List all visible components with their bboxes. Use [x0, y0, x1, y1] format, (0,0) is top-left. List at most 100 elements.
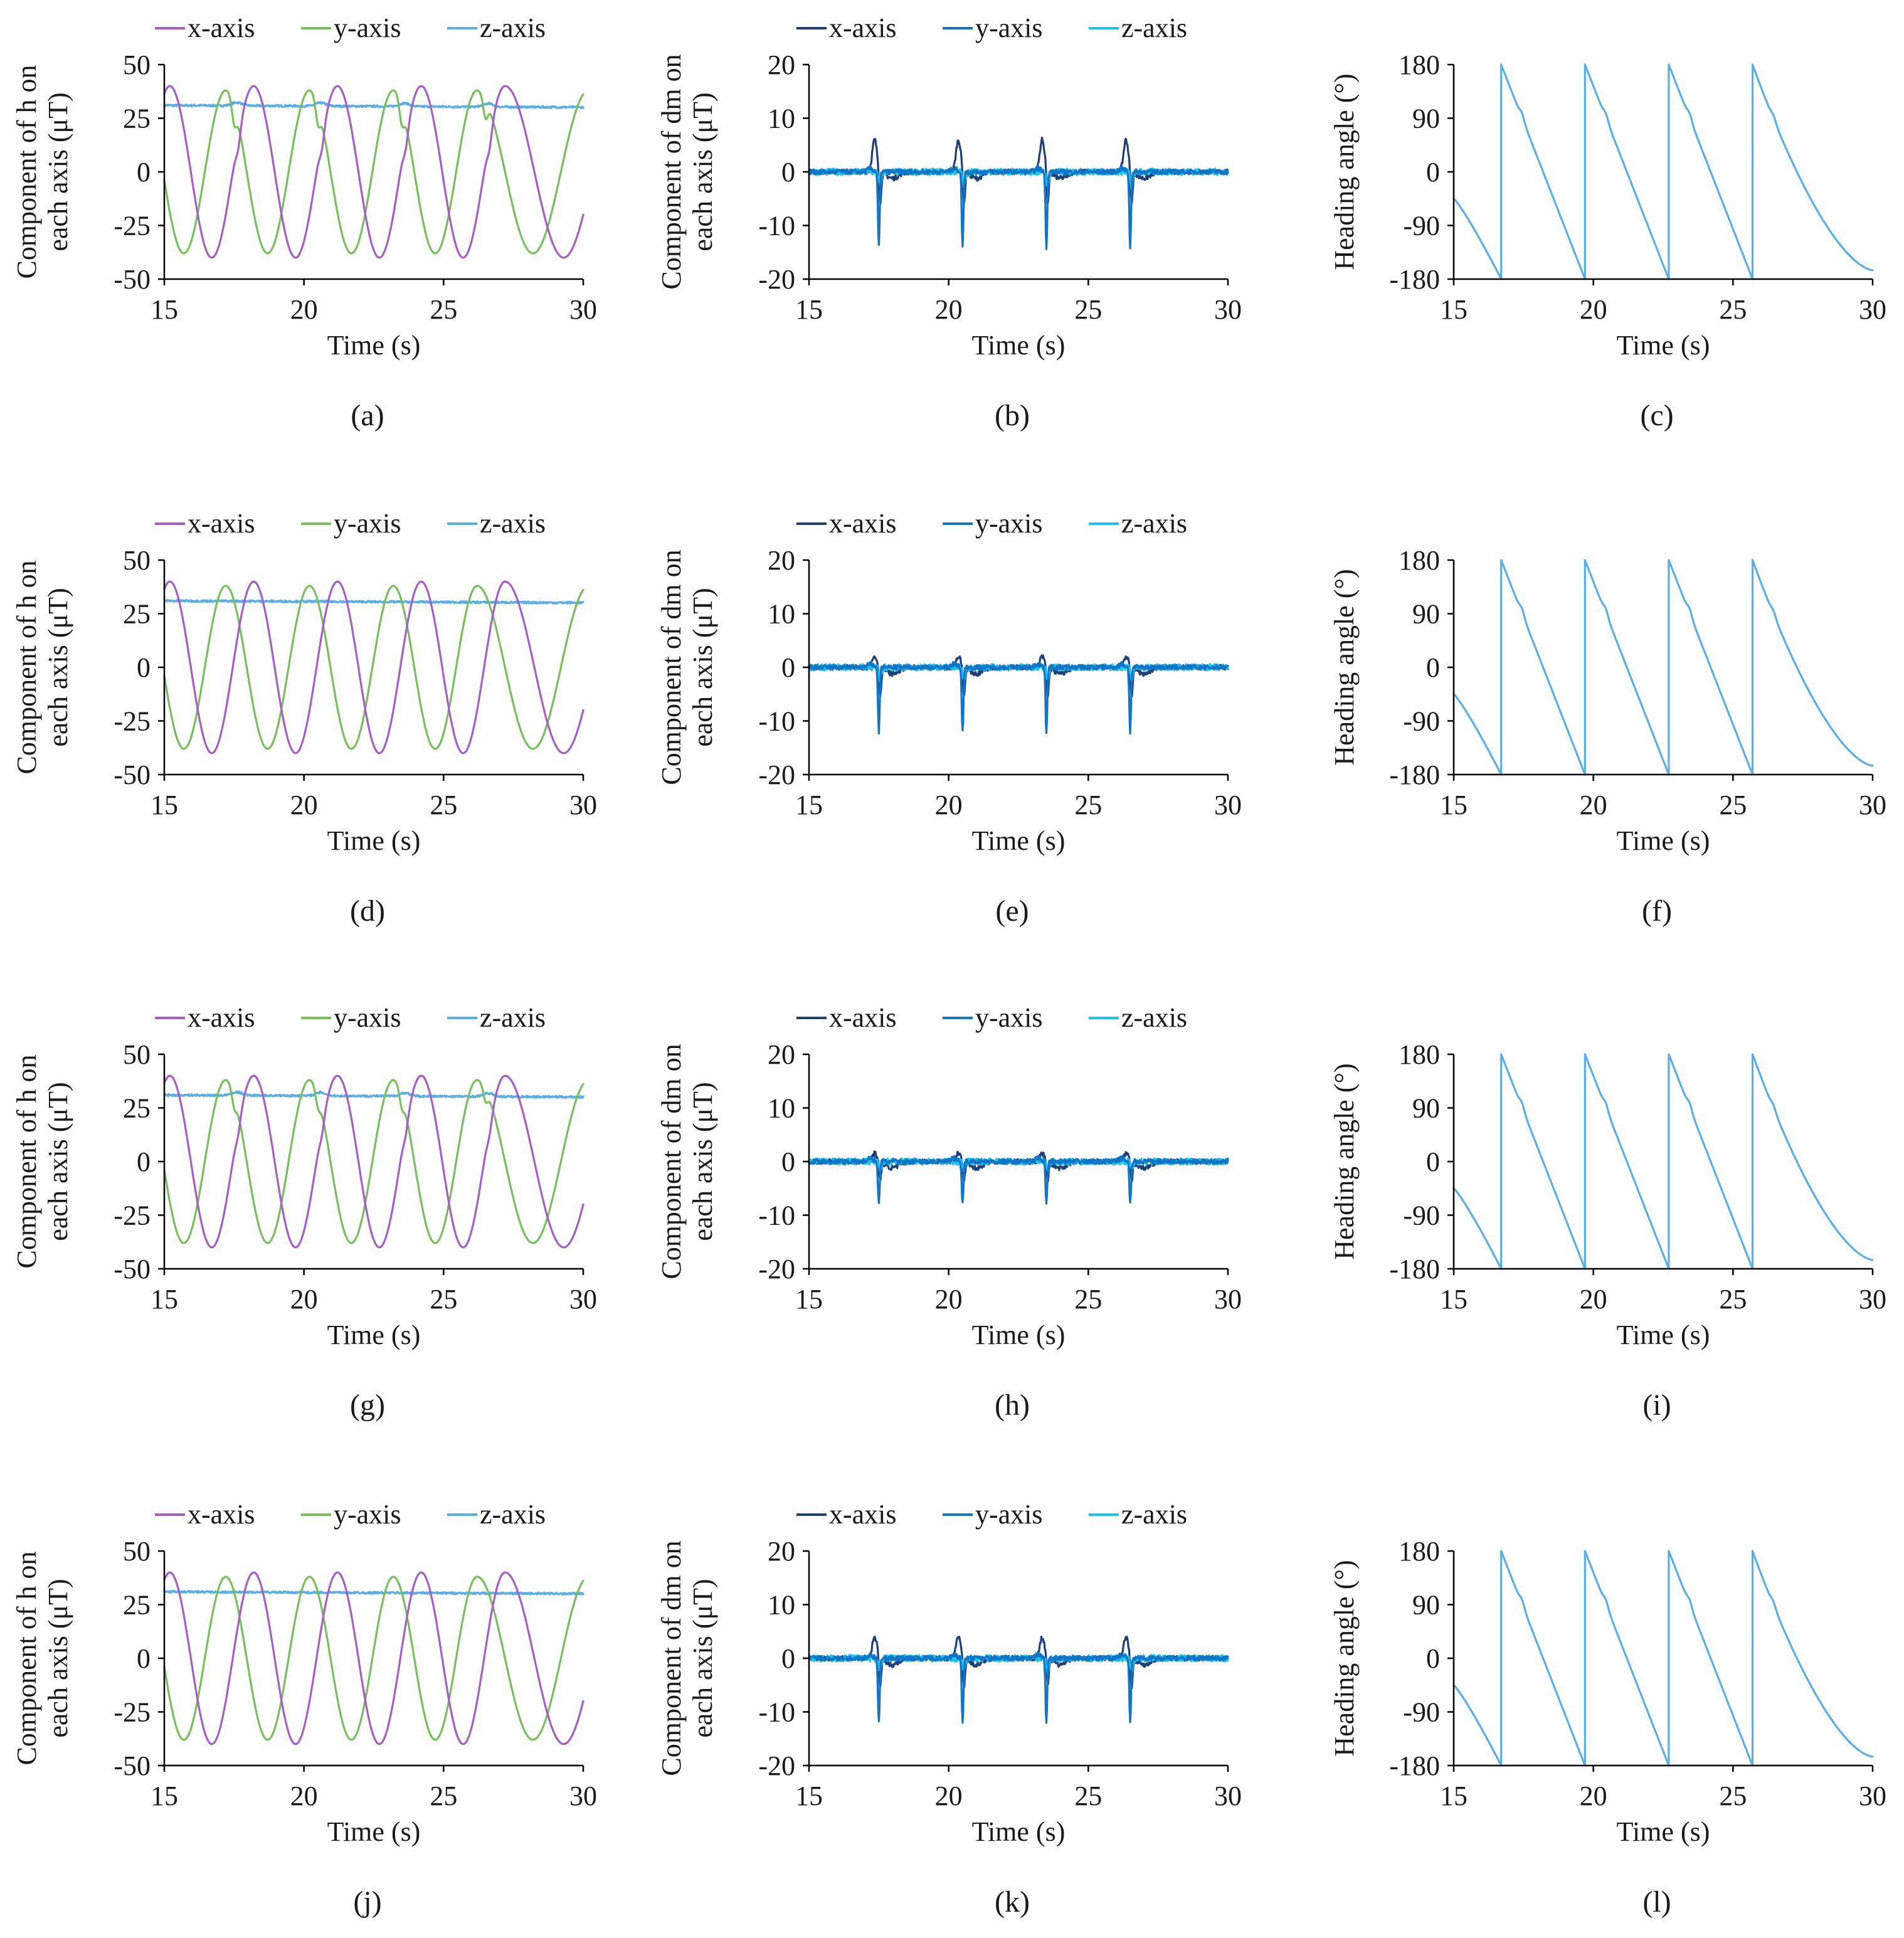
- x-axis-title: Time (s): [972, 825, 1066, 856]
- y-tick-label: 10: [768, 1590, 795, 1621]
- x-axis-title: Time (s): [1617, 1320, 1710, 1350]
- y-tick-label: 20: [768, 1536, 795, 1567]
- x-tick-label: 30: [1859, 1781, 1886, 1811]
- x-tick-label: 20: [935, 294, 963, 325]
- y-tick-label: -20: [758, 1750, 795, 1781]
- y-axis-title-line-1: Component of h on: [11, 65, 42, 279]
- y-tick-label: 25: [123, 1093, 151, 1124]
- legend: x-axis y-axis z-axis: [796, 1002, 1187, 1033]
- y-tick-label: 25: [123, 599, 151, 630]
- series-z-axis-line: [163, 101, 584, 110]
- heading-segment-1: [1500, 63, 1586, 280]
- panel-label: (a): [351, 399, 384, 432]
- legend-label: x-axis: [188, 1499, 255, 1530]
- x-tick-label: 25: [1719, 790, 1747, 820]
- heading-segment-1: [1500, 559, 1586, 776]
- y-tick-label: 0: [137, 652, 151, 683]
- x-tick-label: 25: [1719, 294, 1747, 325]
- y-tick-label: 180: [1399, 1039, 1440, 1070]
- y-axis-title-line-1: Component of dm on: [656, 1044, 687, 1279]
- y-tick-label: 50: [123, 545, 151, 576]
- panel-label: (j): [353, 1885, 381, 1919]
- y-axis-title-line-1: Component of h on: [11, 1552, 42, 1766]
- y-tick-label: 0: [1426, 652, 1440, 683]
- x-axis-title: Time (s): [327, 1816, 421, 1847]
- legend: x-axis y-axis z-axis: [796, 13, 1187, 43]
- series-x-axis-line: [163, 1571, 584, 1745]
- x-tick-label: 20: [935, 1284, 963, 1315]
- y-tick-label: -180: [1389, 1750, 1440, 1781]
- legend-label: y-axis: [334, 508, 401, 539]
- y-tick-label: 180: [1399, 545, 1440, 576]
- y-tick-label: 0: [781, 1146, 795, 1177]
- x-tick-label: 30: [569, 294, 597, 325]
- y-tick-label: 10: [768, 103, 795, 134]
- legend-label: z-axis: [1121, 1002, 1187, 1033]
- y-tick-label: 0: [1426, 1146, 1440, 1177]
- x-tick-label: 25: [1074, 294, 1102, 325]
- legend-label: x-axis: [188, 508, 255, 539]
- y-axis-title: Heading angle (°): [1329, 1560, 1360, 1756]
- legend: x-axis y-axis z-axis: [155, 13, 546, 43]
- y-tick-label: -25: [114, 1697, 151, 1728]
- y-axis-title: Heading angle (°): [1329, 73, 1360, 270]
- y-tick-label: 90: [1412, 1590, 1440, 1621]
- legend-label: y-axis: [975, 1499, 1043, 1530]
- legend-label: y-axis: [975, 13, 1043, 43]
- x-tick-label: 25: [1719, 1781, 1747, 1811]
- x-tick-label: 30: [1214, 1781, 1242, 1811]
- series-y-axis-line: [808, 165, 1229, 250]
- y-tick-label: 0: [137, 1146, 151, 1177]
- heading-segment-0: [1452, 198, 1503, 280]
- x-axis-title: Time (s): [1617, 330, 1710, 361]
- panel-label: (b): [995, 399, 1030, 432]
- y-tick-label: -50: [114, 264, 151, 295]
- legend-label: x-axis: [829, 1002, 897, 1033]
- series-y-axis-line: [808, 1155, 1229, 1205]
- y-tick-label: -50: [114, 1254, 151, 1284]
- y-tick-label: 0: [1426, 1643, 1440, 1674]
- x-tick-label: 15: [1440, 1781, 1468, 1811]
- legend-label: x-axis: [829, 508, 897, 539]
- y-tick-label: -180: [1389, 264, 1440, 295]
- legend-label: z-axis: [1121, 13, 1187, 43]
- legend: x-axis y-axis z-axis: [155, 1002, 546, 1033]
- x-tick-label: 25: [430, 790, 457, 820]
- x-tick-label: 30: [569, 1781, 597, 1811]
- series-x-axis-line: [808, 1635, 1229, 1689]
- x-tick-label: 30: [1214, 294, 1242, 325]
- series-z-axis-line: [163, 599, 584, 605]
- series-x-axis-line: [163, 580, 584, 755]
- x-tick-label: 20: [290, 1284, 318, 1315]
- y-tick-label: -10: [758, 1697, 795, 1728]
- x-tick-label: 20: [290, 790, 318, 820]
- y-axis-title-line-2: each axis (μT): [43, 92, 73, 251]
- heading-segment-4: [1751, 63, 1874, 280]
- x-tick-label: 25: [430, 1284, 457, 1315]
- legend-label: z-axis: [1121, 508, 1187, 539]
- legend-label: y-axis: [975, 1002, 1043, 1033]
- x-axis-title: Time (s): [972, 1816, 1066, 1847]
- y-tick-label: -10: [758, 706, 795, 737]
- legend-label: x-axis: [188, 13, 255, 43]
- y-tick-label: 20: [768, 545, 795, 576]
- x-tick-label: 25: [1719, 1284, 1747, 1315]
- x-tick-label: 25: [430, 1781, 457, 1811]
- legend-label: y-axis: [975, 508, 1043, 539]
- y-tick-label: 0: [781, 652, 795, 683]
- legend-label: z-axis: [480, 1002, 546, 1033]
- x-axis-title: Time (s): [327, 1320, 421, 1350]
- heading-segment-0: [1452, 693, 1503, 776]
- legend-label: x-axis: [829, 13, 897, 43]
- heading-segment-3: [1668, 1550, 1754, 1767]
- x-tick-label: 30: [569, 1284, 597, 1315]
- panel-label: (g): [350, 1389, 385, 1422]
- x-tick-label: 15: [795, 1781, 823, 1811]
- panel-label: (e): [995, 894, 1029, 928]
- series-y-axis-line: [808, 1651, 1229, 1724]
- y-axis-title-line-1: Component of dm on: [656, 549, 687, 785]
- y-axis-title-line-2: each axis (μT): [43, 1579, 73, 1737]
